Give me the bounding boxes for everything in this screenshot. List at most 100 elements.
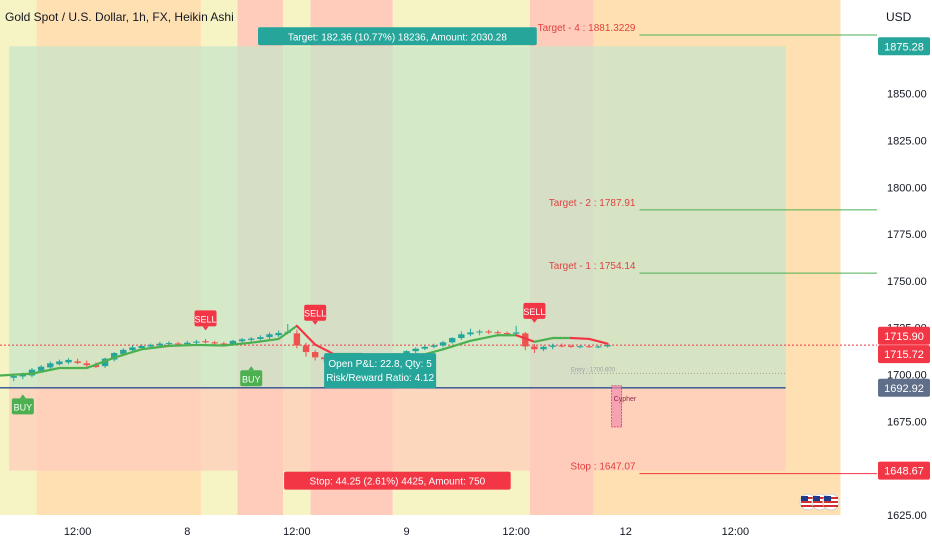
candles[interactable] — [10, 323, 611, 382]
sell-signal[interactable]: SELL — [194, 310, 217, 331]
open-pnl-bg[interactable] — [324, 353, 437, 389]
ma-segment — [314, 343, 335, 356]
y-tick-label[interactable]: 1675.00 — [887, 416, 927, 428]
buy-signal[interactable]: BUY — [11, 394, 34, 415]
candle-body[interactable] — [147, 344, 154, 347]
candle-body[interactable] — [595, 346, 602, 348]
candle-body[interactable] — [311, 352, 319, 358]
candle-body[interactable] — [604, 345, 611, 347]
candle-body[interactable] — [165, 343, 173, 345]
y-tick-label[interactable]: 1850.00 — [887, 89, 927, 101]
signal-box[interactable] — [240, 370, 263, 387]
candle-body[interactable] — [503, 332, 511, 334]
y-tick-label[interactable]: 1775.00 — [887, 229, 927, 241]
candle-body[interactable] — [101, 358, 109, 367]
candle-body[interactable] — [512, 332, 520, 334]
candle-body[interactable] — [476, 331, 483, 333]
target-label[interactable]: Target: 182.36 (10.77%) 18236, Amount: 2… — [257, 27, 537, 46]
signal-box[interactable] — [304, 304, 327, 321]
stop-label[interactable]: Stop: 44.25 (2.61%) 4425, Amount: 750 — [284, 471, 511, 490]
candle-body[interactable] — [421, 346, 428, 349]
price-badge-bg — [878, 461, 930, 480]
candle-body[interactable] — [65, 359, 72, 363]
y-tick-label[interactable]: 1625.00 — [887, 510, 927, 522]
candle-body[interactable] — [567, 345, 575, 347]
candle-body[interactable] — [531, 346, 538, 350]
time-axis[interactable]: 12:00 8 12:00 9 12:00 12 12:00 — [64, 526, 749, 538]
price-badge: 1692.92 — [878, 378, 930, 397]
candle-body[interactable] — [238, 339, 246, 342]
candle-body[interactable] — [522, 333, 529, 347]
signal-box[interactable] — [194, 310, 217, 327]
stop-label-box[interactable] — [284, 471, 511, 490]
candle-body[interactable] — [248, 338, 255, 340]
candle-body[interactable] — [229, 340, 237, 345]
candle-body[interactable] — [540, 346, 547, 350]
candle-body[interactable] — [430, 345, 438, 347]
x-tick-label[interactable]: 12:00 — [722, 526, 750, 538]
open-pnl-box[interactable]: Open P&L: 22.8, Qty: 5 Risk/Reward Ratio:… — [324, 353, 437, 389]
signal-pointer — [248, 366, 255, 371]
candle-body[interactable] — [494, 332, 502, 334]
candle-body[interactable] — [211, 342, 218, 344]
level-label: Target - 1 : 1754.14 — [549, 261, 636, 272]
signal-box[interactable] — [523, 302, 546, 319]
flag-icons-group[interactable] — [799, 493, 840, 511]
candle-body[interactable] — [485, 331, 492, 333]
y-tick-label[interactable]: 1700.00 — [887, 370, 927, 382]
sell-signal[interactable]: SELL — [304, 304, 327, 325]
us-flag-icon[interactable] — [799, 493, 817, 511]
candle-body[interactable] — [120, 349, 127, 354]
candle-body[interactable] — [202, 341, 209, 343]
candle-body[interactable] — [449, 338, 456, 343]
candle-body[interactable] — [412, 348, 419, 352]
x-tick-label[interactable]: 12 — [620, 526, 632, 538]
candle-body[interactable] — [293, 333, 301, 346]
x-tick-label[interactable]: 8 — [184, 526, 190, 538]
candle-body[interactable] — [558, 345, 566, 347]
candle-body[interactable] — [129, 347, 136, 351]
candle-body[interactable] — [220, 343, 228, 345]
signal-pointer — [531, 318, 538, 323]
candle-body[interactable] — [275, 332, 282, 336]
x-tick-label[interactable]: 12:00 — [502, 526, 530, 538]
candle-body[interactable] — [576, 346, 584, 348]
candle-body[interactable] — [266, 334, 273, 338]
chart-title: Gold Spot / U.S. Dollar, 1h, FX, Heikin … — [5, 10, 234, 24]
candle-body[interactable] — [37, 366, 45, 371]
position-labels[interactable]: Target: 182.36 (10.77%) 18236, Amount: 2… — [257, 27, 537, 490]
y-tick-label[interactable]: 1825.00 — [887, 135, 927, 147]
candle-body[interactable] — [138, 345, 145, 348]
candle-body[interactable] — [403, 351, 410, 354]
candle-body[interactable] — [19, 374, 27, 377]
candle-body[interactable] — [549, 345, 556, 347]
candle-body[interactable] — [156, 343, 164, 346]
candle-body[interactable] — [193, 341, 200, 343]
signal-box[interactable] — [11, 398, 34, 415]
candle-body[interactable] — [257, 337, 264, 339]
candle-body[interactable] — [56, 361, 63, 365]
y-tick-label[interactable]: 1800.00 — [887, 182, 927, 194]
level-label: Stop : 1647.07 — [570, 462, 635, 473]
candle-body[interactable] — [458, 334, 465, 339]
target-label-box[interactable] — [257, 27, 537, 46]
candle-body[interactable] — [47, 363, 54, 368]
candle-body[interactable] — [184, 342, 191, 345]
candle-body[interactable] — [174, 343, 182, 345]
x-tick-label[interactable]: 9 — [403, 526, 409, 538]
us-flag-icon[interactable] — [822, 493, 840, 511]
candle-body[interactable] — [92, 365, 100, 368]
candle-body[interactable] — [10, 376, 17, 378]
candle-body[interactable] — [302, 345, 310, 353]
candle-body[interactable] — [467, 332, 474, 335]
x-tick-label[interactable]: 12:00 — [64, 526, 92, 538]
candle-body[interactable] — [586, 346, 593, 348]
candle-body[interactable] — [83, 363, 90, 366]
sell-signal[interactable]: SELL — [523, 302, 546, 323]
candle-body[interactable] — [110, 353, 118, 360]
y-tick-label[interactable]: 1750.00 — [887, 276, 927, 288]
candle-body[interactable] — [74, 361, 81, 363]
buy-signal[interactable]: BUY — [240, 366, 263, 387]
x-tick-label[interactable]: 12:00 — [283, 526, 311, 538]
candle-body[interactable] — [439, 342, 447, 346]
